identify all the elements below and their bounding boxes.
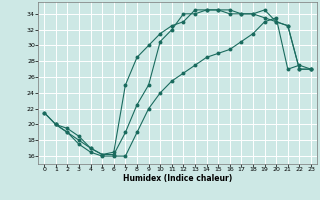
X-axis label: Humidex (Indice chaleur): Humidex (Indice chaleur) bbox=[123, 174, 232, 183]
